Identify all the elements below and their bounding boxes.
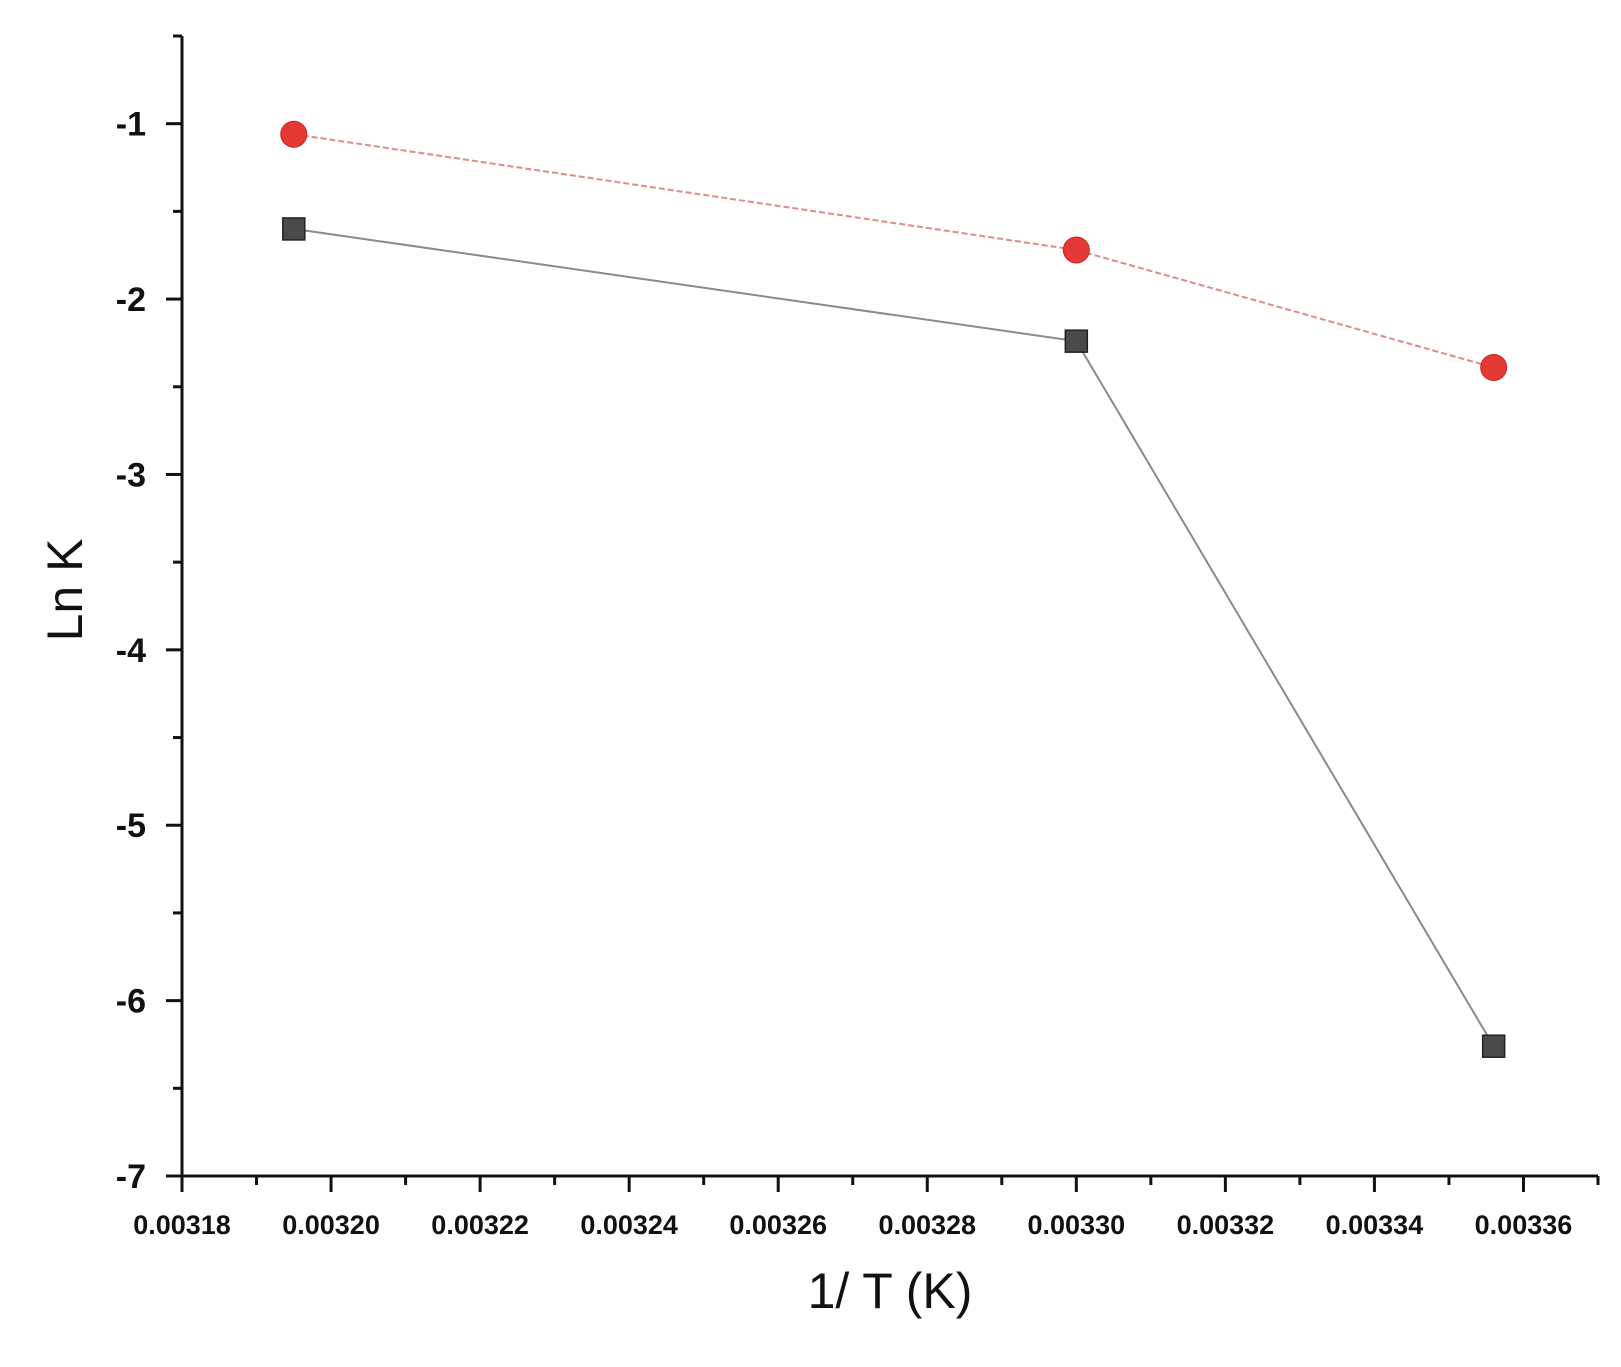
- x-tick-label: 0.00326: [729, 1210, 827, 1240]
- circle-marker: [1062, 236, 1090, 264]
- x-tick-label: 0.00328: [878, 1210, 976, 1240]
- circle-marker: [1480, 353, 1508, 381]
- x-axis-title: 1/ T (K): [808, 1263, 973, 1319]
- x-tick-label: 0.00318: [133, 1210, 231, 1240]
- y-tick-label: -7: [116, 1158, 146, 1196]
- axes: 0.00318 0.00320 0.00322 0.00324 0.00326 0.003…: [116, 34, 1600, 1240]
- square-marker: [1064, 329, 1089, 353]
- x-tick-label: 0.00322: [431, 1210, 529, 1240]
- x-tick-label: 0.00336: [1475, 1210, 1573, 1240]
- series-line: [293, 133, 1494, 369]
- y-tick-label: -6: [116, 983, 146, 1021]
- y-tick-label: -2: [116, 281, 146, 319]
- x-tick-label: 0.00320: [282, 1210, 380, 1240]
- y-tick-label: -3: [116, 456, 146, 494]
- y-tick-label: -4: [116, 632, 146, 670]
- circle-marker: [280, 120, 308, 148]
- y-tick-label: -1: [116, 106, 146, 144]
- square-marker: [1481, 1034, 1506, 1058]
- y-axis-title: Ln K: [37, 539, 93, 642]
- x-tick-label: 0.00332: [1177, 1210, 1275, 1240]
- square-marker: [282, 217, 306, 241]
- series-layer: [280, 120, 1508, 1058]
- x-tick-label: 0.00324: [580, 1210, 678, 1240]
- x-tick-label: 0.00334: [1326, 1210, 1424, 1240]
- y-tick-label: -5: [116, 807, 146, 845]
- x-tick-label: 0.00330: [1028, 1210, 1126, 1240]
- series-line: [293, 227, 1495, 1047]
